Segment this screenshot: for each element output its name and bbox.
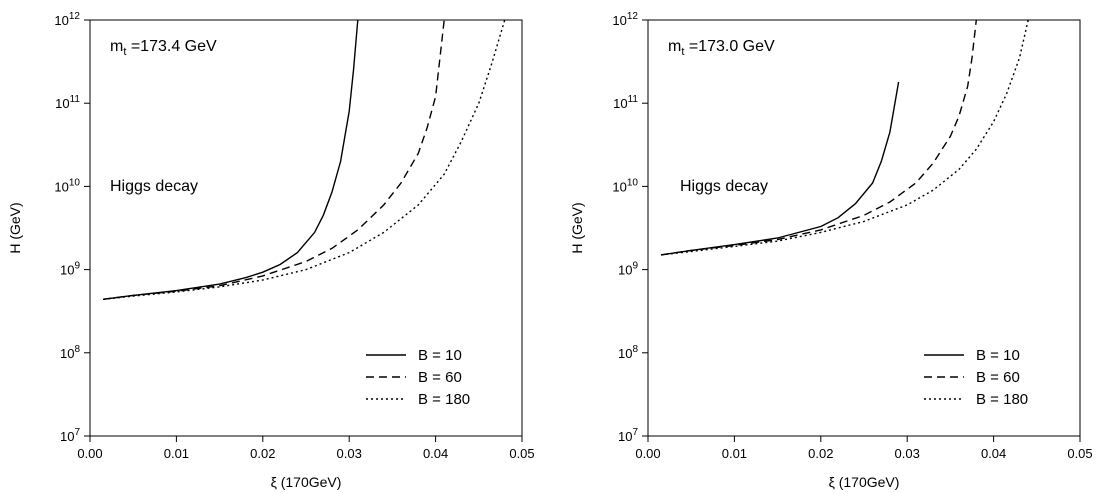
right-x-ticks: 0.00 0.01 0.02 0.03 0.04 0.05 bbox=[635, 436, 1093, 461]
left-x-tick-label: 0.02 bbox=[250, 446, 275, 461]
left-mass-symbol: m bbox=[110, 38, 123, 55]
right-mass-value: =173.0 GeV bbox=[684, 38, 775, 55]
left-series-line-1 bbox=[102, 19, 359, 300]
right-mass-annotation: mt =173.0 GeV bbox=[668, 38, 775, 58]
right-mass-subscript: t bbox=[681, 46, 684, 58]
right-x-tick-label: 0.01 bbox=[722, 446, 747, 461]
right-mass-symbol: m bbox=[668, 38, 681, 55]
right-y-tick-label: 1012 bbox=[612, 11, 638, 28]
right-x-tick-label: 0.00 bbox=[635, 446, 660, 461]
left-x-tick-label: 0.00 bbox=[77, 446, 102, 461]
right-x-tick-label: 0.02 bbox=[808, 446, 833, 461]
left-series-line-2 bbox=[102, 19, 445, 300]
left-y-tick-label: 1011 bbox=[55, 94, 80, 111]
left-chart-panel: 0.00 0.01 0.02 0.03 0.04 0.05 107108109101010… bbox=[7, 11, 535, 490]
right-x-tick-label: 0.05 bbox=[1067, 446, 1092, 461]
right-series-line-2 bbox=[660, 19, 977, 256]
left-y-tick-label: 109 bbox=[60, 261, 80, 278]
right-x-tick-label: 0.03 bbox=[895, 446, 920, 461]
left-x-tick-label: 0.05 bbox=[509, 446, 534, 461]
left-mass-annotation: mt =173.4 GeV bbox=[110, 38, 217, 58]
left-series-layer bbox=[102, 19, 506, 300]
left-x-tick-label: 0.01 bbox=[164, 446, 189, 461]
left-region-annotation: Higgs decay bbox=[110, 178, 198, 195]
left-legend-label-2: B = 60 bbox=[418, 369, 462, 386]
left-y-ticks: 107 108 109 1010 1011 1012 bbox=[54, 11, 90, 444]
left-x-axis-title: ξ (170GeV) bbox=[271, 474, 342, 490]
left-y-axis-title: H (GeV) bbox=[7, 202, 23, 253]
left-mass-subscript: t bbox=[123, 46, 126, 58]
right-legend-label-2: B = 60 bbox=[976, 369, 1020, 386]
left-plot-frame bbox=[89, 19, 523, 437]
right-legend-label-1: B = 10 bbox=[976, 347, 1020, 364]
right-y-tick-label: 108 bbox=[618, 344, 638, 361]
right-y-tick-label: 1011 bbox=[613, 94, 638, 111]
left-x-tick-label: 0.03 bbox=[337, 446, 362, 461]
right-chart-panel: 0.00 0.01 0.02 0.03 0.04 0.05 107108109101010… bbox=[569, 11, 1093, 490]
right-y-tick-label: 1010 bbox=[612, 177, 638, 194]
left-mass-value: =173.4 GeV bbox=[126, 38, 217, 55]
left-y-tick-label: 108 bbox=[60, 344, 80, 361]
right-series-line-1 bbox=[660, 81, 900, 256]
right-y-axis-title: H (GeV) bbox=[569, 202, 585, 253]
left-x-ticks: 0.00 0.01 0.02 0.03 0.04 0.05 bbox=[77, 436, 535, 461]
right-y-tick-label: 107 bbox=[618, 427, 638, 444]
right-series-line-3 bbox=[660, 19, 1029, 256]
right-series-layer bbox=[660, 19, 1029, 256]
right-x-axis-title: ξ (170GeV) bbox=[829, 474, 900, 490]
right-y-ticks: 107 108 109 1010 1011 1012 bbox=[612, 11, 648, 444]
right-region-annotation: Higgs decay bbox=[680, 178, 768, 195]
right-x-tick-label: 0.04 bbox=[981, 446, 1006, 461]
right-legend: B = 10 B = 60 B = 180 bbox=[924, 347, 1028, 408]
left-legend: B = 10 B = 60 B = 180 bbox=[366, 347, 470, 408]
left-x-tick-label: 0.04 bbox=[423, 446, 448, 461]
left-y-tick-label: 107 bbox=[60, 427, 80, 444]
left-y-tick-label: 1010 bbox=[54, 177, 80, 194]
right-legend-label-3: B = 180 bbox=[976, 391, 1028, 408]
right-y-tick-label: 109 bbox=[618, 261, 638, 278]
left-y-tick-label: 1012 bbox=[54, 11, 80, 28]
left-legend-label-3: B = 180 bbox=[418, 391, 470, 408]
left-series-line-3 bbox=[102, 19, 506, 300]
left-legend-label-1: B = 10 bbox=[418, 347, 462, 364]
right-plot-frame bbox=[647, 19, 1081, 437]
